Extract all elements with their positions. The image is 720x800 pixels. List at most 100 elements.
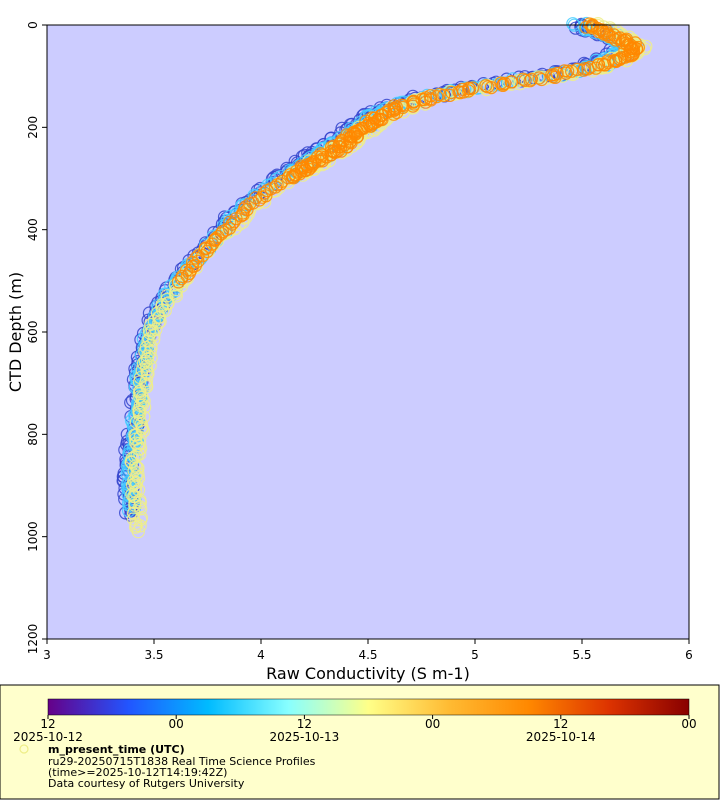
y-tick-label: 600 xyxy=(26,321,40,344)
data-point xyxy=(312,154,326,168)
data-point xyxy=(532,71,546,85)
data-point xyxy=(136,424,150,438)
data-point xyxy=(153,314,167,329)
y-tick-label: 1200 xyxy=(26,624,40,655)
data-point xyxy=(583,60,597,74)
colorbar-hour-label: 12 xyxy=(297,717,312,731)
colorbar-hour-label: 00 xyxy=(681,717,696,731)
colorbar-date-label: 2025-10-13 xyxy=(270,730,340,744)
data-point xyxy=(131,525,145,539)
legend-title: m_present_time (UTC) xyxy=(48,743,185,756)
legend-credit: Data courtesy of Rutgers University xyxy=(48,777,245,790)
data-point xyxy=(171,275,185,289)
data-point xyxy=(236,208,250,222)
x-axis: 3 3.5 4 4.5 5 5.5 6 xyxy=(43,639,693,662)
data-point xyxy=(564,64,579,78)
data-point xyxy=(169,285,183,299)
colorbar-ticks: 12 00 12 00 12 00 2025-10-12 2025-10-13 2025-10-… xyxy=(13,715,697,744)
data-point xyxy=(198,242,212,256)
data-point xyxy=(605,30,620,44)
data-point xyxy=(174,272,188,286)
data-point xyxy=(142,332,156,346)
x-tick-label: 5.5 xyxy=(572,648,591,662)
data-point xyxy=(129,459,143,473)
data-point xyxy=(130,434,145,448)
data-point xyxy=(504,75,519,89)
y-tick-label: 200 xyxy=(26,116,40,139)
colorbar-date-label: 2025-10-14 xyxy=(526,730,596,744)
x-tick-label: 4.5 xyxy=(358,648,377,662)
y-tick-label: 400 xyxy=(26,218,40,241)
data-point xyxy=(479,79,493,93)
data-point xyxy=(131,467,145,481)
legend-time-constraint: (time>=2025-10-12T14:19:42Z) xyxy=(48,766,227,779)
data-point xyxy=(364,119,378,133)
x-axis-title: Raw Conductivity (S m-1) xyxy=(266,664,470,683)
legend-marker-icon xyxy=(19,744,29,754)
y-axis-title: CTD Depth (m) xyxy=(6,272,25,392)
data-point xyxy=(215,225,230,239)
data-point xyxy=(223,215,237,229)
data-point xyxy=(397,105,411,119)
y-axis: 0 200 400 600 800 1000 1200 xyxy=(26,21,47,654)
data-point xyxy=(498,76,512,90)
legend-dataset: ru29-20250715T1838 Real Time Science Pro… xyxy=(48,755,316,768)
data-point xyxy=(598,58,612,72)
data-point xyxy=(524,72,539,86)
data-point xyxy=(169,289,183,303)
data-point xyxy=(130,461,144,475)
data-point xyxy=(143,359,157,373)
data-points xyxy=(116,16,653,539)
data-point xyxy=(453,86,467,100)
data-point xyxy=(141,367,155,381)
colorbar-hour-label: 00 xyxy=(425,717,440,731)
data-point xyxy=(252,193,266,207)
x-tick-label: 3 xyxy=(43,648,51,662)
data-point xyxy=(437,88,451,103)
data-point xyxy=(387,103,401,118)
y-tick-label: 800 xyxy=(26,423,40,446)
colorbar-date-label: 2025-10-12 xyxy=(13,730,83,744)
data-point xyxy=(601,56,615,70)
data-point xyxy=(523,74,537,88)
data-point xyxy=(127,506,141,520)
colorbar-hour-label: 12 xyxy=(553,717,568,731)
data-point xyxy=(260,184,274,198)
x-tick-label: 5 xyxy=(471,648,479,662)
data-point xyxy=(132,483,146,497)
data-point xyxy=(561,64,575,78)
data-point xyxy=(205,237,219,251)
data-point xyxy=(129,479,143,493)
data-point xyxy=(484,80,498,95)
data-point xyxy=(152,316,166,330)
x-tick-label: 6 xyxy=(685,648,693,662)
data-point xyxy=(359,114,373,128)
data-point xyxy=(132,442,146,457)
data-point xyxy=(134,502,148,516)
data-point xyxy=(477,80,491,94)
data-point xyxy=(623,39,637,54)
data-point xyxy=(577,62,591,76)
data-point xyxy=(462,84,476,98)
y-tick-label: 0 xyxy=(26,21,40,29)
data-point xyxy=(518,73,532,88)
y-tick-label: 1000 xyxy=(26,521,40,552)
data-point xyxy=(189,251,203,265)
data-point xyxy=(443,88,457,103)
data-point xyxy=(548,70,562,85)
data-point xyxy=(135,393,149,407)
data-point xyxy=(566,17,580,31)
data-point xyxy=(283,168,297,182)
data-point xyxy=(208,233,222,247)
data-point xyxy=(582,17,597,31)
data-point xyxy=(452,85,466,99)
data-point xyxy=(243,197,257,211)
colorbar xyxy=(47,698,690,716)
data-point xyxy=(227,215,241,229)
x-tick-label: 3.5 xyxy=(144,648,163,662)
data-point xyxy=(327,145,342,160)
data-point xyxy=(390,105,404,120)
data-point xyxy=(140,352,154,366)
colorbar-hour-label: 00 xyxy=(169,717,184,731)
